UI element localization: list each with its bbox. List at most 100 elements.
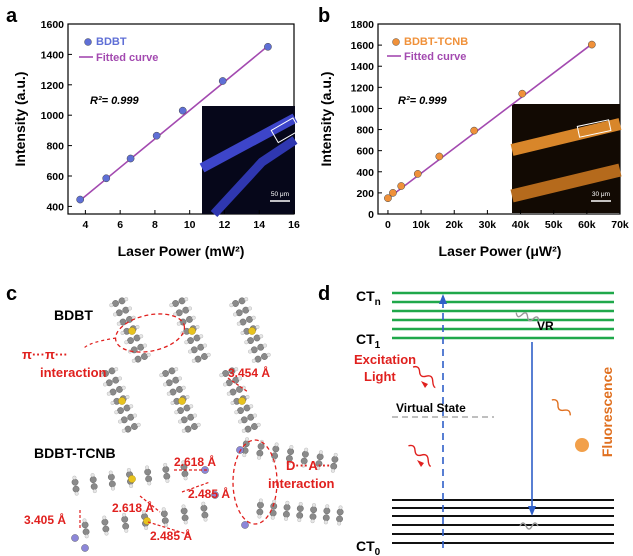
atom-hydrogen bbox=[72, 475, 77, 480]
bdbt-molecules bbox=[99, 297, 271, 433]
atom-carbon bbox=[186, 316, 193, 323]
excitation-photon-head-2 bbox=[417, 460, 424, 467]
atom-hydrogen bbox=[181, 460, 186, 465]
excitation-label-2: Light bbox=[364, 369, 396, 384]
chart-a-xtick-label: 14 bbox=[253, 219, 265, 231]
chart-a-point bbox=[152, 131, 161, 140]
atom-carbon bbox=[175, 309, 183, 317]
atom-hydrogen bbox=[310, 519, 315, 524]
panel-c-bdbt-title: BDBT bbox=[54, 307, 93, 323]
atom-hydrogen bbox=[284, 516, 288, 521]
atom-carbon bbox=[261, 353, 268, 360]
chart-b-ytick-label: 600 bbox=[356, 146, 374, 158]
atom-carbon bbox=[225, 379, 233, 387]
atom-carbon bbox=[127, 413, 135, 421]
atom-hydrogen bbox=[110, 401, 115, 405]
chart-b-crystal-1 bbox=[510, 118, 622, 156]
atom-hydrogen bbox=[219, 373, 224, 378]
atom-carbon bbox=[134, 355, 142, 363]
atom-carbon bbox=[116, 386, 123, 393]
atom-carbon bbox=[253, 334, 261, 342]
atom-hydrogen bbox=[103, 382, 107, 387]
chart-b-xlabel: Laser Power (μW²) bbox=[439, 243, 562, 259]
atom-carbon bbox=[310, 506, 317, 514]
atom-carbon bbox=[183, 404, 191, 412]
chart-b-ytick-label: 1800 bbox=[351, 19, 375, 31]
atom-carbon bbox=[296, 512, 304, 519]
atom-carbon bbox=[102, 370, 109, 377]
atom-carbon bbox=[201, 353, 208, 360]
atom-hydrogen bbox=[274, 442, 279, 447]
fluorescence-photon bbox=[551, 399, 571, 416]
atom-hydrogen bbox=[178, 376, 182, 381]
atom-carbon bbox=[127, 337, 134, 344]
atom-carbon bbox=[181, 470, 189, 478]
atom-carbon bbox=[101, 518, 109, 526]
chart-b-roi-box bbox=[576, 119, 612, 138]
atom-sulfur bbox=[248, 327, 256, 335]
panel-label-d: d bbox=[318, 283, 330, 305]
atom-carbon bbox=[160, 510, 168, 518]
atom-hydrogen bbox=[104, 531, 109, 536]
atom-hydrogen bbox=[266, 352, 271, 357]
atom-carbon bbox=[82, 528, 90, 536]
atom-hydrogen bbox=[304, 447, 309, 452]
atom-hydrogen bbox=[323, 520, 328, 525]
atom-hydrogen bbox=[185, 395, 190, 399]
excitation-photon-2 bbox=[408, 444, 431, 468]
atom-carbon bbox=[165, 379, 173, 387]
atom-carbon bbox=[287, 448, 295, 455]
atom-hydrogen bbox=[99, 373, 104, 378]
chart-a-crystal-1 bbox=[199, 113, 298, 173]
atom-carbon bbox=[119, 318, 127, 326]
atom-hydrogen bbox=[301, 463, 306, 468]
atom-carbon bbox=[112, 300, 119, 307]
atom-hydrogen bbox=[233, 312, 237, 317]
chart-a-ytick-label: 800 bbox=[46, 141, 64, 153]
atom-carbon bbox=[283, 510, 290, 518]
atom-hydrogen bbox=[147, 481, 152, 486]
atom-carbon bbox=[257, 501, 264, 509]
atom-carbon bbox=[254, 355, 262, 363]
atom-hydrogen bbox=[312, 503, 316, 508]
chart-b-ytick-label: 800 bbox=[356, 125, 374, 137]
atom-carbon bbox=[137, 343, 145, 351]
atom-carbon bbox=[108, 367, 116, 375]
chart-b-crystal-2 bbox=[510, 163, 622, 203]
atom-carbon bbox=[133, 334, 141, 342]
atom-carbon bbox=[322, 514, 330, 522]
atom-carbon bbox=[161, 517, 169, 525]
chart-a-legend-points: BDBT bbox=[96, 36, 127, 48]
atom-hydrogen bbox=[116, 321, 121, 326]
atom-hydrogen bbox=[146, 352, 151, 357]
chart-a-ytick-label: 1000 bbox=[41, 110, 65, 122]
atom-carbon bbox=[172, 376, 180, 384]
chart-a-ylabel: Intensity (a.u.) bbox=[12, 72, 28, 167]
atom-carbon bbox=[256, 449, 264, 457]
atom-carbon bbox=[72, 485, 80, 493]
atom-hydrogen bbox=[102, 515, 107, 520]
ct-upper-levels bbox=[392, 291, 614, 340]
atom-carbon bbox=[200, 504, 208, 512]
atom-carbon bbox=[163, 472, 171, 480]
chart-b-xtick-label: 20k bbox=[445, 219, 463, 231]
atom-sulfur bbox=[118, 397, 126, 405]
atom-hydrogen bbox=[272, 499, 277, 504]
atom-carbon bbox=[336, 515, 343, 523]
pi-pi-ellipse bbox=[114, 313, 186, 353]
d5-label: 2.485 Å bbox=[150, 528, 192, 543]
atom-carbon bbox=[120, 416, 128, 424]
atom-hydrogen bbox=[270, 515, 275, 520]
chart-b-point bbox=[518, 89, 527, 98]
atom-hydrogen bbox=[244, 340, 249, 345]
chart-a-roi-box bbox=[270, 117, 301, 144]
atom-carbon bbox=[90, 483, 98, 490]
atom-carbon bbox=[235, 309, 243, 317]
atom-hydrogen bbox=[170, 401, 175, 405]
atom-carbon bbox=[323, 507, 331, 515]
atom-nitrogen bbox=[241, 521, 249, 529]
atom-nitrogen bbox=[71, 534, 79, 542]
atom-hydrogen bbox=[82, 518, 87, 523]
atom-sulfur bbox=[238, 397, 246, 405]
atom-hydrogen bbox=[128, 306, 132, 311]
